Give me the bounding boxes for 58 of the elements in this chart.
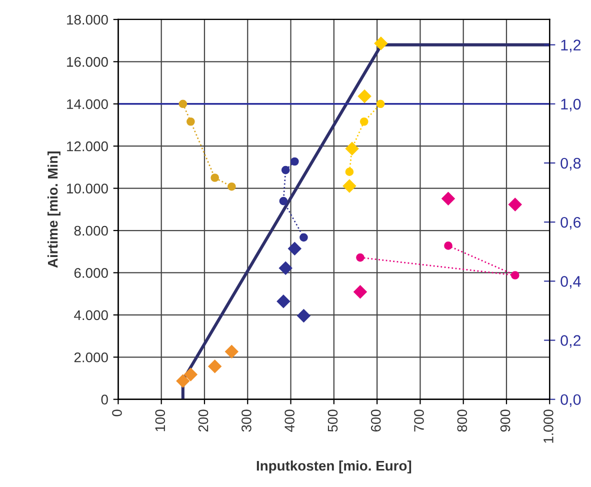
y-tick-label: 18.000: [67, 14, 108, 25]
y-tick-label: 2.000: [74, 352, 108, 362]
x-tick-label: 400: [284, 410, 294, 432]
x-tick-label: 0: [112, 410, 122, 416]
y2-tick-label: 0,0: [560, 394, 581, 407]
x-tick-label: 800: [457, 410, 468, 432]
point: [225, 345, 238, 358]
point: [358, 90, 372, 103]
y2-tick-label: 1,0: [561, 98, 581, 112]
point: [360, 117, 368, 126]
point: [288, 242, 302, 256]
point: [176, 374, 190, 388]
y-tick-label: 16.000: [67, 57, 108, 67]
point: [345, 168, 354, 176]
point: [442, 192, 455, 206]
y2-tick-label: 0,8: [560, 158, 581, 170]
y-tick-label: 6.000: [74, 268, 108, 278]
point: [354, 285, 367, 299]
point: [210, 174, 220, 182]
x-tick-label: 300: [242, 410, 252, 432]
point: [228, 182, 236, 191]
point: [356, 253, 364, 262]
y-axis-title: Airtime [mio. Min]: [48, 152, 60, 268]
point: [279, 196, 288, 206]
y-tick-label: 12.000: [67, 141, 108, 152]
y-tick-label: 4.000: [74, 310, 108, 320]
y2-tick-label: 1,2: [561, 40, 581, 52]
point: [342, 179, 356, 193]
point: [279, 261, 292, 275]
x-tick-label: 100: [155, 410, 166, 432]
point: [444, 242, 452, 250]
y-tick-label: 14.000: [67, 99, 108, 110]
point: [374, 36, 388, 50]
y2-tick-label: 0,6: [560, 216, 581, 230]
point: [186, 117, 195, 126]
x-tick-label: 200: [198, 410, 208, 432]
y2-tick-label: 0,4: [560, 276, 581, 289]
x-tick-label: 500: [328, 410, 338, 432]
y-tick-label: 0: [101, 394, 108, 405]
x-tick-label: 900: [500, 410, 510, 432]
y-tick-label: 10.000: [67, 184, 108, 194]
point: [510, 271, 520, 280]
point: [300, 233, 308, 242]
point: [281, 166, 290, 174]
y2-tick-label: 0,2: [560, 335, 581, 348]
point: [508, 198, 522, 212]
x-tick-label: 700: [414, 410, 424, 432]
y-tick-label: 8.000: [74, 226, 108, 236]
point: [297, 309, 310, 322]
x-axis-title: Inputkosten [mio. Euro]: [256, 460, 412, 474]
x-tick-label: 1.000: [544, 410, 554, 443]
point: [208, 360, 222, 374]
point: [376, 100, 385, 108]
point: [184, 368, 198, 382]
point: [290, 157, 299, 166]
point: [276, 294, 290, 308]
point: [178, 100, 188, 108]
x-tick-label: 600: [370, 410, 381, 432]
